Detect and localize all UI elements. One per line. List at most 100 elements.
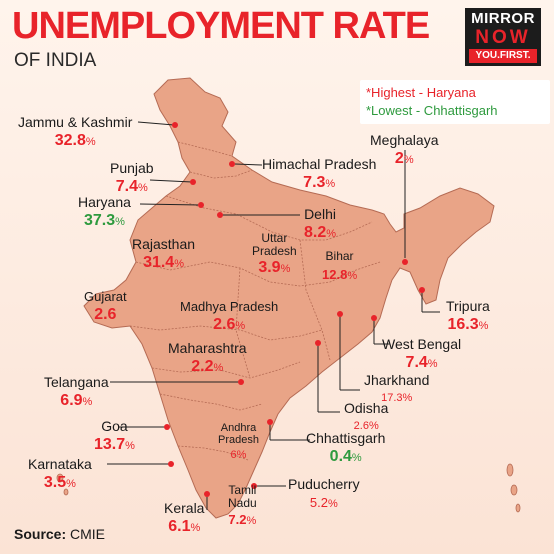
state-value: 2.6 [94, 306, 117, 323]
marker-pb [190, 179, 196, 185]
state-value: 37.3% [84, 212, 125, 229]
state-value: 31.4% [143, 254, 184, 271]
label-tripura: Tripura 16.3% [446, 298, 490, 336]
marker-od [315, 340, 321, 346]
logo-line3: YOU.FIRST. [469, 49, 537, 63]
label-uttar-pradesh: Uttar Pradesh 3.9% [252, 232, 297, 279]
state-name: Goa [101, 418, 128, 434]
source-footer: Source: CMIE [14, 526, 105, 542]
marker-jk [172, 122, 178, 128]
state-name: Puducherry [288, 476, 360, 492]
legend-lowest: *Lowest - Chhattisgarh [366, 103, 498, 118]
state-name: Himachal Pradesh [262, 156, 377, 172]
state-name: Delhi [304, 206, 336, 222]
page-subtitle: OF INDIA [14, 50, 97, 71]
leader-lines [107, 121, 440, 510]
label-chhattisgarh: Chhattisgarh 0.4% [306, 430, 385, 468]
andaman-islands [56, 463, 521, 513]
marker-wb [371, 315, 377, 321]
state-name-line2: Nadu [228, 496, 257, 510]
state-name: West Bengal [382, 336, 462, 352]
marker-tr [419, 287, 425, 293]
state-name: Haryana [78, 194, 131, 210]
state-name-line2: Pradesh [252, 244, 297, 258]
label-goa: Goa 13.7% [94, 418, 135, 456]
marker-cg [267, 419, 273, 425]
label-haryana: Haryana 37.3% [78, 194, 131, 232]
state-boundaries [129, 141, 381, 461]
label-meghalaya: Meghalaya 2% [370, 132, 439, 170]
state-value: 2.2% [191, 358, 224, 375]
label-punjab: Punjab 7.4% [110, 160, 154, 198]
state-value: 16.3% [447, 316, 489, 333]
label-gujarat: Gujarat 2.6 [84, 288, 127, 326]
logo-line2: NOW [475, 27, 531, 48]
label-karnataka: Karnataka 3.5% [28, 456, 92, 494]
state-name: Bihar [325, 249, 354, 263]
label-himachal-pradesh: Himachal Pradesh 7.3% [262, 156, 376, 194]
state-value: 6.9% [60, 392, 93, 409]
state-value: 2.6% [213, 316, 246, 333]
label-tamil-nadu: Tamil Nadu 7.2% [228, 484, 257, 531]
mirror-now-logo: MIRROR NOW YOU.FIRST. [465, 8, 541, 66]
state-value: 7.2% [228, 512, 257, 527]
state-value: 0.4% [329, 448, 362, 465]
state-name: Telangana [44, 374, 109, 390]
state-name: Jharkhand [364, 372, 430, 388]
state-value: 13.7% [94, 436, 135, 453]
label-madhya-pradesh: Madhya Pradesh 2.6% [180, 298, 278, 336]
marker-hr [198, 202, 204, 208]
state-value: 32.8% [54, 132, 96, 149]
label-andhra-pradesh: Andhra Pradesh 6% [218, 422, 259, 465]
marker-py [251, 483, 257, 489]
state-name: Chhattisgarh [306, 430, 386, 446]
state-value: 7.4% [115, 178, 148, 195]
marker-dl [217, 212, 223, 218]
state-name-line1: Andhra [220, 422, 257, 434]
state-name: Meghalaya [370, 132, 439, 148]
state-value: 6% [230, 449, 247, 461]
state-name: Kerala [164, 500, 205, 516]
label-jammu-kashmir: Jammu & Kashmir 32.8% [18, 114, 132, 152]
state-name: Jammu & Kashmir [18, 114, 133, 130]
state-value: 2% [394, 150, 414, 167]
marker-hp [229, 161, 235, 167]
marker-ga [164, 424, 170, 430]
state-name: Rajasthan [132, 236, 196, 252]
state-name: Madhya Pradesh [180, 299, 279, 314]
state-value: 6.1% [168, 518, 201, 535]
label-jharkhand: Jharkhand 17.3% [364, 372, 429, 408]
label-puducherry: Puducherry 5.2% [288, 476, 360, 514]
state-name: Punjab [110, 160, 154, 176]
state-name-line1: Tamil [228, 483, 257, 497]
page-title: UNEMPLOYMENT RATE [12, 5, 430, 47]
state-value: 5.2% [309, 495, 338, 510]
source-value: CMIE [70, 526, 106, 542]
state-value: 3.9% [258, 259, 291, 276]
state-name: Maharashtra [168, 340, 247, 356]
state-value: 8.2% [304, 224, 337, 241]
state-name-line1: Uttar [261, 231, 288, 245]
label-west-bengal: West Bengal 7.4% [382, 336, 461, 374]
label-delhi: Delhi 8.2% [304, 206, 336, 244]
marker-jh [337, 311, 343, 317]
label-maharashtra: Maharashtra 2.2% [168, 340, 247, 378]
source-label: Source: [14, 526, 67, 542]
marker-ka [168, 461, 174, 467]
legend-highest: *Highest - Haryana [366, 85, 476, 100]
state-value: 7.3% [303, 174, 336, 191]
state-name: Gujarat [84, 289, 127, 304]
label-odisha: Odisha 2.6% [344, 400, 388, 436]
marker-kl [204, 491, 210, 497]
state-value: 7.4% [405, 354, 438, 371]
state-markers [164, 122, 425, 497]
state-value: 12.8% [322, 267, 358, 282]
state-name: Odisha [344, 400, 389, 416]
label-kerala: Kerala 6.1% [164, 500, 204, 538]
marker-tg [238, 379, 244, 385]
label-telangana: Telangana 6.9% [44, 374, 109, 412]
state-value: 3.5% [43, 474, 76, 491]
state-name: Tripura [446, 298, 490, 314]
state-name: Karnataka [28, 456, 92, 472]
